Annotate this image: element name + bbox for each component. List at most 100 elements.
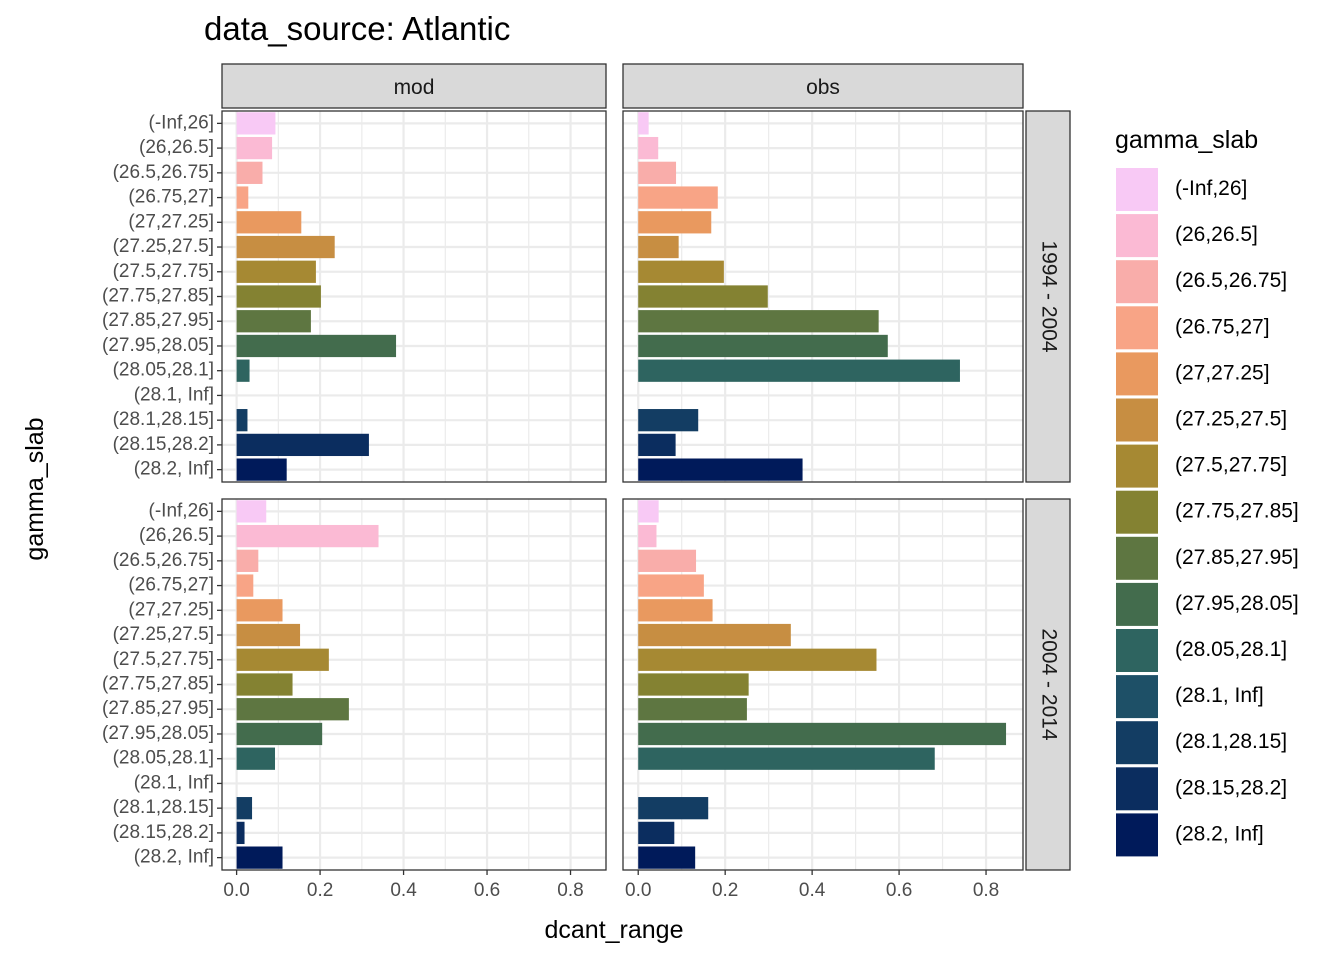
- bar: [638, 285, 768, 308]
- facet-strip-obs: [622, 63, 1024, 109]
- bar: [638, 235, 679, 259]
- legend-key: [1116, 306, 1158, 350]
- bar: [638, 549, 697, 572]
- legend-key: [1116, 444, 1158, 488]
- y-tick-label: (27,27.25]: [128, 211, 214, 232]
- legend-label: (28.05,28.1]: [1175, 638, 1287, 661]
- legend-key: [1116, 721, 1158, 765]
- bar: [236, 722, 323, 746]
- legend-label: (27.5,27.75]: [1175, 454, 1287, 477]
- bar: [236, 673, 293, 696]
- legend-label: (28.1,28.15]: [1175, 730, 1287, 753]
- y-tick-label: (27.25,27.5]: [113, 624, 214, 645]
- bar: [236, 846, 283, 869]
- legend-key: [1116, 767, 1158, 811]
- y-tick-label: (27,27.25]: [128, 599, 214, 620]
- legend-title: gamma_slab: [1115, 126, 1258, 154]
- bar: [236, 549, 259, 572]
- bar: [638, 698, 747, 721]
- bar: [236, 334, 397, 358]
- bar: [638, 112, 649, 135]
- bar: [236, 211, 302, 234]
- bar: [236, 310, 311, 333]
- y-tick-label: (28.1, Inf]: [134, 772, 214, 793]
- legend-key: [1116, 352, 1158, 396]
- bar: [638, 500, 659, 523]
- x-axis-title: dcant_range: [544, 916, 683, 944]
- facet-strip-row-1: [1025, 110, 1071, 483]
- y-tick-label: (26.75,27]: [128, 575, 214, 596]
- legend-key: [1116, 813, 1158, 857]
- bar: [638, 574, 704, 597]
- bar: [638, 846, 696, 869]
- y-tick-label: (26.5,26.75]: [113, 550, 214, 571]
- bar: [638, 821, 675, 845]
- legend-key: [1116, 675, 1158, 719]
- bar: [638, 722, 1007, 746]
- legend-key: [1116, 536, 1158, 580]
- y-tick-label: (27.95,28.05]: [102, 723, 214, 744]
- bar: [638, 458, 803, 481]
- bar: [638, 623, 791, 647]
- panel-border: [622, 498, 1024, 871]
- y-tick-label: (27.5,27.75]: [113, 649, 214, 670]
- y-tick-label: (27.5,27.75]: [113, 261, 214, 282]
- legend-label: (28.2, Inf]: [1175, 822, 1264, 845]
- panel-obs-row-1: [622, 110, 1024, 483]
- y-tick-label: (28.15,28.2]: [113, 434, 214, 455]
- legend-label: (27,27.25]: [1175, 361, 1270, 384]
- y-tick-label: (28.1,28.15]: [113, 797, 214, 818]
- y-tick-label: (26.75,27]: [128, 187, 214, 208]
- bar: [236, 500, 267, 523]
- y-tick-label: (27.75,27.85]: [102, 674, 214, 695]
- bar: [638, 524, 657, 548]
- y-tick-label: (28.1,28.15]: [113, 409, 214, 430]
- bar: [236, 260, 316, 283]
- bar: [236, 136, 273, 160]
- y-tick-label: (27.75,27.85]: [102, 286, 214, 307]
- bar: [638, 260, 724, 283]
- legend-label: (26.75,27]: [1175, 315, 1270, 338]
- x-tick-label: 0.0: [223, 880, 249, 901]
- x-tick-label: 0.4: [799, 880, 826, 901]
- bar: [638, 599, 713, 622]
- legend-key: [1116, 582, 1158, 626]
- legend-key: [1116, 260, 1158, 304]
- legend-label: (26.5,26.75]: [1175, 269, 1287, 292]
- y-axis-title: gamma_slab: [21, 417, 49, 560]
- y-tick-label: (28.15,28.2]: [113, 822, 214, 843]
- legend-label: (-Inf,26]: [1175, 177, 1247, 200]
- facet-strip-label-obs: obs: [806, 76, 840, 99]
- legend-key: [1116, 398, 1158, 442]
- legend-key: [1116, 168, 1158, 211]
- legend-label: (27.85,27.95]: [1175, 546, 1299, 569]
- bar: [236, 161, 263, 184]
- bar: [236, 524, 379, 548]
- y-tick-label: (-Inf,26]: [149, 112, 214, 133]
- y-tick-label: (27.85,27.95]: [102, 698, 214, 719]
- bar: [236, 797, 253, 820]
- legend-key: [1116, 629, 1158, 672]
- legend-label: (27.25,27.5]: [1175, 408, 1287, 431]
- x-tick-label: 0.8: [557, 880, 583, 901]
- y-tick-label: (27.95,28.05]: [102, 335, 214, 356]
- bar: [638, 161, 677, 184]
- y-tick-label: (26.5,26.75]: [113, 162, 214, 183]
- legend-label: (28.15,28.2]: [1175, 776, 1287, 799]
- bar: [236, 112, 276, 135]
- bar: [236, 235, 335, 259]
- bar: [236, 599, 283, 622]
- legend-key: [1116, 490, 1158, 534]
- legend-label: (27.75,27.85]: [1175, 500, 1299, 523]
- panel-mod-row-2: (-Inf,26] (26,26.5] (26.5,26.75] (26.75,27]…: [102, 498, 607, 901]
- bar: [236, 359, 250, 382]
- bar: [638, 673, 749, 696]
- bar: [638, 211, 712, 234]
- bar: [638, 433, 676, 457]
- facet-strip-label-row-2: 2004 - 2014: [1037, 628, 1060, 740]
- y-tick-label: (26,26.5]: [139, 137, 214, 158]
- bar: [236, 747, 276, 770]
- bar: [638, 359, 960, 382]
